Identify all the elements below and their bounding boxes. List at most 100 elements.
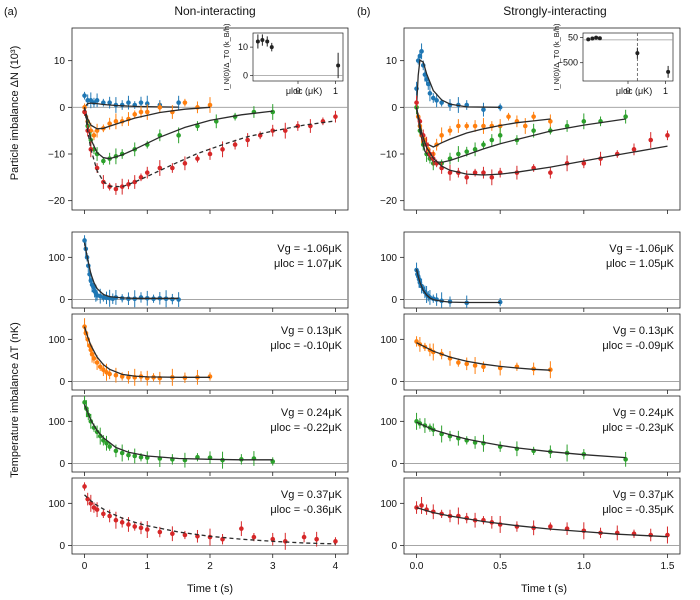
fit-curve	[83, 107, 273, 160]
data-point	[472, 170, 478, 175]
panel-b-top: 10 0 −10 −20 50 −500 0 1 μloc (μK) I_N(0)/Δ_T0 (k…	[380, 23, 681, 214]
data-point	[107, 513, 112, 519]
y-tick-label: −20	[380, 196, 397, 207]
data-point	[434, 98, 439, 103]
data-point	[144, 101, 150, 106]
data-point	[489, 175, 495, 180]
y-tick-label: 0	[391, 541, 397, 552]
inset-x-label: μloc (μK)	[286, 86, 322, 96]
panel-annotation: μloc = -0.36μK	[270, 504, 342, 516]
data-point	[138, 525, 144, 531]
panel-annotation: μloc = -0.23μK	[602, 422, 674, 434]
data-point	[481, 170, 486, 175]
data-point	[85, 496, 90, 502]
data-point	[301, 534, 307, 540]
fit-curve	[415, 107, 626, 164]
inset-y-label: I_N(0)/Δ_T0 (k_B/h)	[222, 23, 231, 91]
data-point	[481, 123, 486, 129]
data-point	[548, 119, 553, 124]
inset-data-point	[597, 36, 602, 41]
panel-a-4: 0 100 0 1 2 3 4 Vg = 0.37μK μloc = -0.36μK	[48, 477, 349, 572]
data-point	[472, 123, 478, 129]
data-point	[648, 532, 654, 538]
panel-tag-a: (a)	[4, 6, 17, 18]
y-tick-label: 100	[380, 499, 397, 510]
data-point	[170, 531, 175, 537]
inset-data-point	[255, 39, 260, 44]
data-point	[101, 367, 106, 373]
data-point	[91, 133, 97, 138]
y-tick-label: 100	[380, 335, 397, 346]
axes-frame	[403, 477, 681, 555]
data-point	[506, 114, 511, 119]
data-point	[282, 128, 288, 133]
data-point	[157, 165, 163, 171]
data-point	[170, 296, 175, 302]
data-point	[132, 524, 138, 529]
data-point	[119, 450, 125, 456]
data-point	[119, 102, 125, 108]
data-point	[464, 175, 470, 180]
y-tick-label: 100	[48, 499, 65, 510]
fit-curve	[416, 421, 626, 459]
panel-annotation: Vg = -1.06μK	[277, 243, 342, 255]
data-point	[132, 112, 138, 117]
y-tick-label: 0	[391, 377, 397, 388]
inset-y-label: I_N(0)/Δ_T0 (k_B/h)	[552, 23, 561, 91]
y-tick-label: 0	[391, 295, 397, 306]
y-tick-label: 0	[391, 103, 397, 114]
data-point	[132, 453, 138, 459]
y-tick-label: 100	[380, 253, 397, 264]
data-point	[138, 295, 144, 300]
data-point	[207, 534, 213, 540]
inset-data-point	[260, 38, 265, 43]
data-point	[126, 100, 131, 105]
data-point	[481, 364, 486, 370]
data-point	[251, 534, 257, 540]
data-point	[144, 109, 150, 115]
fit-curve	[83, 404, 273, 461]
data-point	[623, 114, 628, 119]
axes-frame	[403, 313, 681, 391]
data-layer	[414, 336, 553, 379]
data-point	[144, 170, 150, 175]
y-tick-label: 0	[391, 459, 397, 470]
data-point	[91, 356, 97, 361]
data-point	[89, 351, 95, 357]
data-point	[447, 170, 453, 175]
x-tick-label: 1.5	[661, 561, 675, 572]
y-tick-label: 100	[48, 335, 65, 346]
y-tick-label: −20	[48, 196, 65, 207]
y-tick-label: 0	[59, 295, 65, 306]
x-tick-label: 2	[207, 561, 213, 572]
axes-frame	[403, 395, 681, 473]
x-tick-label: 3	[270, 561, 276, 572]
x-tick-label: 0.0	[410, 561, 424, 572]
data-point	[220, 457, 225, 463]
panel-annotation: Vg = -1.06μK	[609, 243, 674, 255]
data-layer	[82, 318, 213, 386]
data-point	[581, 528, 587, 534]
y-tick-label: −10	[380, 150, 397, 161]
inset-x-tick-label: 0	[295, 86, 300, 96]
panel-a-2: 0 100 Vg = 0.13μK μloc = -0.10μK	[48, 313, 349, 394]
data-point	[213, 119, 219, 124]
data-point	[97, 364, 103, 370]
data-point	[481, 107, 486, 112]
data-point	[176, 133, 181, 138]
data-layer	[82, 235, 181, 308]
panel-annotation: Vg = 0.37μK	[281, 489, 343, 501]
data-point	[195, 156, 200, 161]
panel-annotation: μloc = -0.22μK	[270, 422, 342, 434]
data-point	[207, 102, 213, 108]
data-point	[439, 100, 444, 105]
y-tick-label: 0	[59, 541, 65, 552]
inset-a-top: 0 10 0 1 μloc (μK) I_N(0)/Δ_T0 (k_B/h)	[222, 23, 344, 96]
inset-frame	[582, 32, 674, 82]
data-point	[176, 100, 181, 105]
fit-curve	[83, 106, 211, 130]
data-point	[464, 361, 470, 367]
y-tick-label: 0	[59, 377, 65, 388]
y-label-temperature-imbalance: Temperature imbalance ΔT (nK)	[9, 322, 21, 478]
inset-x-label: μloc (μK)	[616, 86, 652, 96]
